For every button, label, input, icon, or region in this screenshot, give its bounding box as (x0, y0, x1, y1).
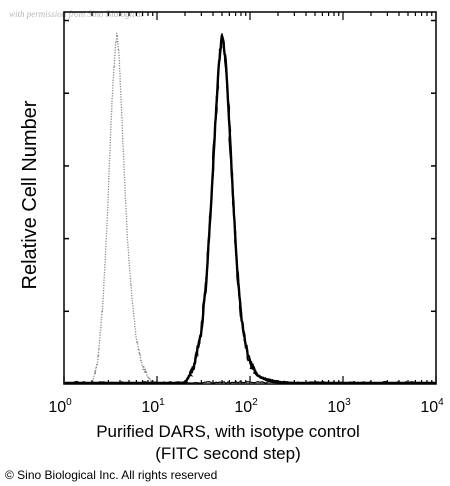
watermark: with permission from Sino Biological (9, 9, 144, 19)
x-tick-label: 104 (420, 397, 444, 416)
x-tick-label: 103 (327, 397, 351, 416)
x-tick-label: 102 (234, 397, 258, 416)
x-axis-title: Purified DARS, with isotype control (96, 422, 360, 441)
x-axis-title-line2: (FITC second step) (155, 444, 301, 463)
series-line-sample (65, 34, 435, 385)
x-tick-label: 101 (141, 397, 165, 416)
x-tick-label: 100 (48, 397, 72, 416)
x-axis-ticks (63, 12, 437, 384)
copyright-notice: © Sino Biological Inc. All rights reserv… (5, 468, 217, 482)
y-axis-title: Relative Cell Number (19, 100, 41, 289)
series-layer (63, 32, 437, 385)
y-axis-ticks (64, 19, 436, 313)
series-line-isotype-control (65, 32, 435, 384)
baseline-noise (63, 380, 437, 385)
plot-frame (63, 11, 437, 385)
plot-border (63, 11, 437, 385)
x-tick-labels: 100 101 102 103 104 (48, 397, 444, 416)
